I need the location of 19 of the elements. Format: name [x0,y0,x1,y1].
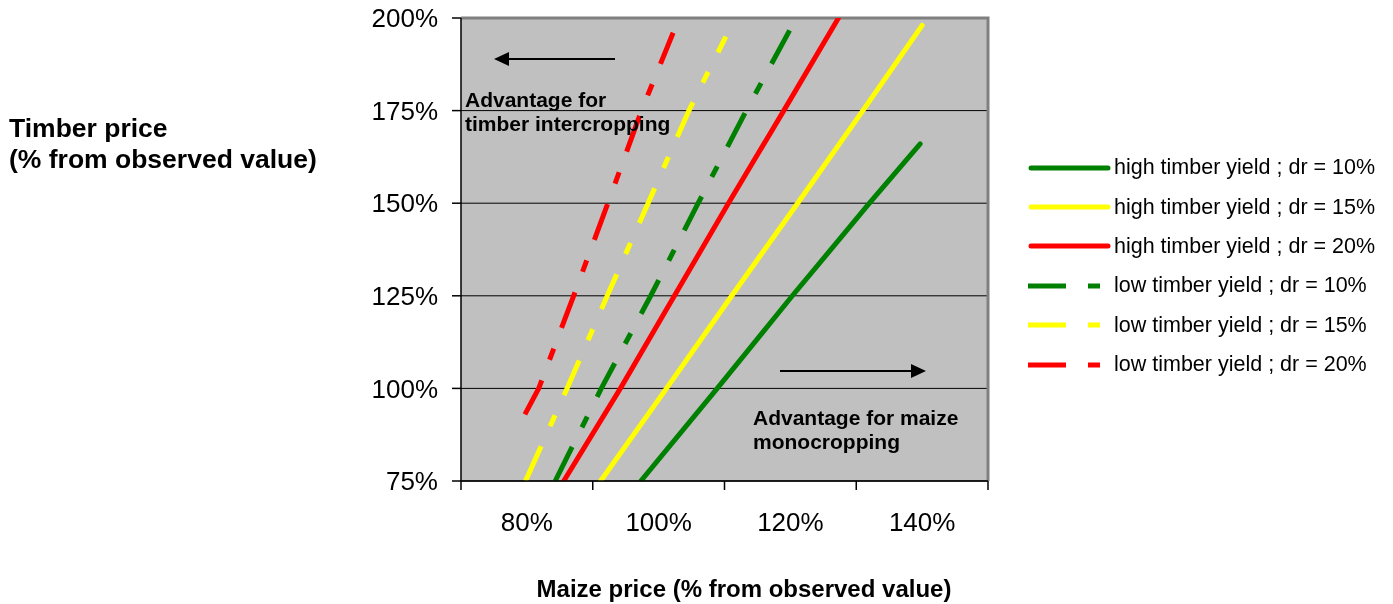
x-tick-label: 120% [757,507,824,538]
legend-label: high timber yield ; dr = 15% [1114,194,1376,220]
legend-label: low timber yield ; dr = 10% [1114,273,1367,299]
y-tick-label: 150% [371,188,438,219]
x-tick-label: 140% [888,507,956,538]
y-axis-title: Timber price (% from observed value) [9,113,317,175]
x-axis-title: Maize price (% from observed value) [535,575,953,603]
x-tick-label: 80% [500,507,553,538]
y-tick-label: 125% [371,281,438,312]
legend-label: high timber yield ; dr = 20% [1114,233,1376,259]
legend-label: high timber yield ; dr = 10% [1114,155,1376,181]
y-tick-label: 75% [385,466,438,497]
y-tick-label: 200% [371,3,438,34]
y-tick-label: 175% [371,95,438,126]
legend-label: low timber yield ; dr = 15% [1114,312,1367,338]
x-tick-label: 100% [625,507,692,538]
y-tick-label: 100% [371,373,438,404]
legend-label: low timber yield ; dr = 20% [1114,352,1367,378]
annotation: Advantage for maize monocropping [753,406,959,453]
